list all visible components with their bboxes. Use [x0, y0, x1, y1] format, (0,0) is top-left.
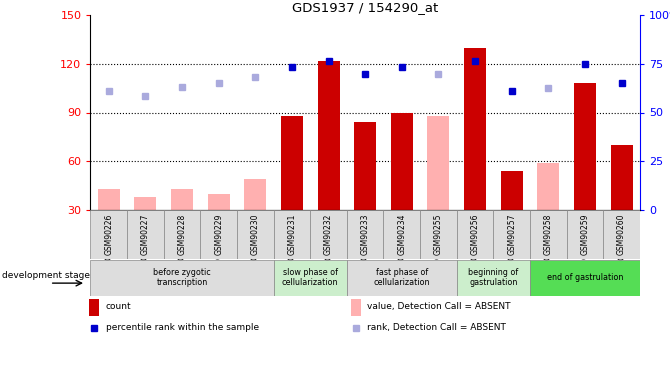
Text: end of gastrulation: end of gastrulation	[547, 273, 623, 282]
Bar	[89, 299, 99, 316]
Bar	[610, 145, 632, 210]
Bar	[245, 179, 266, 210]
Bar	[98, 189, 120, 210]
Text: value, Detection Call = ABSENT: value, Detection Call = ABSENT	[367, 302, 511, 311]
Bar	[567, 210, 603, 259]
Bar	[237, 210, 273, 259]
Text: development stage: development stage	[2, 271, 90, 280]
Text: GSM90233: GSM90233	[360, 214, 370, 255]
Bar	[574, 83, 596, 210]
Text: GSM90226: GSM90226	[105, 214, 113, 255]
Bar	[90, 210, 127, 259]
Text: fast phase of
cellularization: fast phase of cellularization	[374, 268, 430, 287]
Text: GSM90230: GSM90230	[251, 214, 260, 255]
Bar	[171, 189, 193, 210]
Bar	[208, 194, 230, 210]
Bar	[383, 210, 420, 259]
Bar	[135, 197, 156, 210]
Text: before zygotic
transcription: before zygotic transcription	[153, 268, 211, 287]
Bar	[98, 189, 120, 210]
Text: GSM90227: GSM90227	[141, 214, 150, 255]
Bar	[281, 116, 303, 210]
Text: GSM90255: GSM90255	[434, 214, 443, 255]
Text: beginning of
gastrulation: beginning of gastrulation	[468, 268, 519, 287]
Bar	[420, 210, 457, 259]
Text: slow phase of
cellularization: slow phase of cellularization	[282, 268, 338, 287]
Bar	[530, 210, 567, 259]
Text: GSM90260: GSM90260	[617, 214, 626, 255]
Bar	[347, 210, 383, 259]
Bar	[318, 60, 340, 210]
Bar	[90, 260, 273, 296]
Bar	[530, 260, 640, 296]
Text: GSM90232: GSM90232	[324, 214, 333, 255]
Bar	[350, 299, 360, 316]
Bar	[354, 122, 376, 210]
Bar	[493, 210, 530, 259]
Bar	[457, 260, 530, 296]
Bar	[127, 210, 163, 259]
Text: GSM90228: GSM90228	[178, 214, 186, 255]
Text: GSM90258: GSM90258	[544, 214, 553, 255]
Bar	[500, 171, 523, 210]
Bar	[171, 189, 193, 210]
Bar	[163, 210, 200, 259]
Bar	[208, 194, 230, 210]
Text: GSM90231: GSM90231	[287, 214, 296, 255]
Bar	[537, 163, 559, 210]
Text: GSM90259: GSM90259	[580, 214, 590, 255]
Text: GSM90229: GSM90229	[214, 214, 223, 255]
Bar	[245, 179, 266, 210]
Bar	[457, 210, 493, 259]
Bar	[427, 116, 450, 210]
Bar	[200, 210, 237, 259]
Bar	[273, 210, 310, 259]
Bar	[347, 260, 457, 296]
Text: percentile rank within the sample: percentile rank within the sample	[106, 323, 259, 332]
Bar	[273, 260, 347, 296]
Text: GSM90256: GSM90256	[470, 214, 480, 255]
Text: GSM90257: GSM90257	[507, 214, 516, 255]
Text: rank, Detection Call = ABSENT: rank, Detection Call = ABSENT	[367, 323, 507, 332]
Text: count: count	[106, 302, 131, 311]
Bar	[135, 197, 156, 210]
Bar	[391, 112, 413, 210]
Text: GSM90234: GSM90234	[397, 214, 406, 255]
Title: GDS1937 / 154290_at: GDS1937 / 154290_at	[292, 1, 438, 14]
Bar	[603, 210, 640, 259]
Bar	[310, 210, 347, 259]
Bar	[464, 48, 486, 210]
